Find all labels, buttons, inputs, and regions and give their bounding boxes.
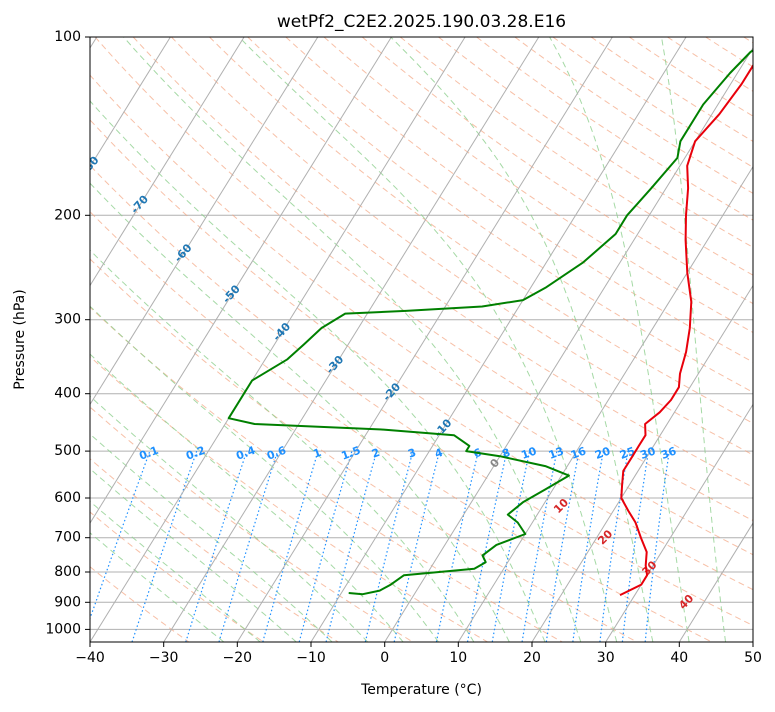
y-tick-label: 1000: [45, 621, 81, 637]
x-tick-label: 10: [449, 650, 467, 666]
y-tick-label: 700: [54, 530, 81, 546]
y-tick-label: 600: [54, 490, 81, 506]
x-tick-label: −30: [149, 650, 179, 666]
x-tick-label: −10: [296, 650, 326, 666]
y-tick-label: 500: [54, 443, 81, 459]
x-tick-label: −20: [223, 650, 253, 666]
y-tick-label: 100: [54, 29, 81, 45]
x-tick-label: 30: [597, 650, 615, 666]
x-tick-label: −40: [75, 650, 105, 666]
x-tick-label: 0: [380, 650, 389, 666]
y-axis-label: Pressure (hPa): [12, 289, 28, 389]
x-axis-label: Temperature (°C): [360, 682, 482, 698]
x-tick-label: 20: [523, 650, 541, 666]
y-tick-label: 900: [54, 594, 81, 610]
y-tick-label: 300: [54, 312, 81, 328]
y-tick-label: 400: [54, 386, 81, 402]
chart-title: wetPf2_C2E2.2025.190.03.28.E16: [277, 12, 566, 32]
x-tick-label: 50: [744, 650, 762, 666]
x-tick-label: 40: [670, 650, 688, 666]
y-tick-label: 800: [54, 564, 81, 580]
y-tick-label: 200: [54, 207, 81, 223]
